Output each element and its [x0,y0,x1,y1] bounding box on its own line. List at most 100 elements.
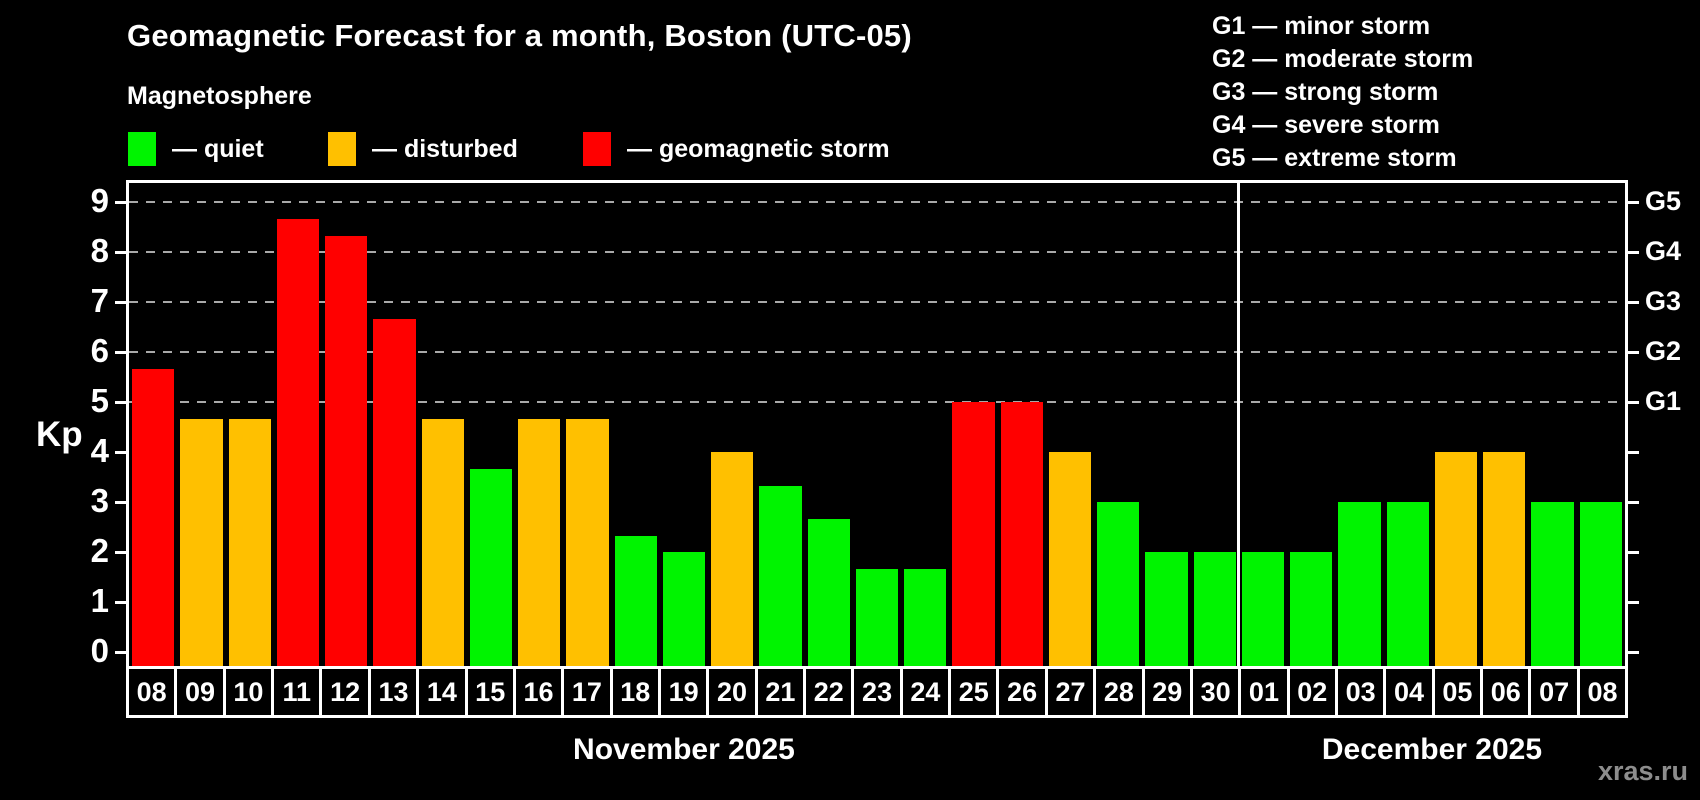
month-separator [1237,183,1241,666]
date-cell: 18 [613,669,661,715]
kp-bar [1145,552,1188,666]
y-tick-label: 4 [90,432,109,469]
date-cell: 12 [322,669,371,715]
gridline-kp7 [129,301,1625,303]
date-cell: 10 [226,669,275,715]
y-tick-label: 8 [90,232,109,269]
y-tick-left [115,450,129,454]
kp-bar [1290,552,1333,666]
y-tick-label: 7 [90,282,109,319]
date-cell: 22 [806,669,855,715]
y-tick-right [1625,500,1639,504]
date-cell: 09 [177,669,226,715]
date-cell: 24 [903,669,952,715]
kp-bar [1434,452,1478,666]
kp-bar [1386,502,1429,666]
kp-bar [132,368,175,666]
chart-title: Geomagnetic Forecast for a month, Boston… [127,18,912,53]
legend-item-quiet: — quiet [128,132,264,166]
kp-bar [566,418,609,666]
g-scale-legend-item-4: G4 — severe storm [1212,111,1440,139]
y-tick-label: 2 [90,532,109,569]
kp-bar [904,568,947,666]
kp-bar [1000,402,1043,666]
plot-frame [126,180,1628,666]
kp-bar [1579,502,1622,666]
date-cell: 07 [1531,669,1580,715]
y-tick-right [1625,600,1639,604]
date-cell: 23 [854,669,903,715]
legend-label-disturbed: — disturbed [372,134,518,163]
y-tick-right [1625,450,1639,454]
y-tick-left [115,500,129,504]
gridline-kp8 [129,251,1625,253]
month-label-0: November 2025 [573,733,795,766]
y-tick-right [1625,400,1639,404]
y-tick-left [115,650,129,654]
y-tick-label: 6 [90,332,109,369]
legend-item-disturbed: — disturbed [328,132,518,166]
date-cell: 21 [758,669,807,715]
kp-bar [1241,552,1285,666]
chart-subtitle: Magnetosphere [127,82,312,110]
y-tick-left [115,550,129,554]
kp-bar [421,418,464,666]
kp-bar [759,485,802,666]
g-level-label-g5: G5 [1645,186,1682,216]
date-cell: 30 [1193,669,1242,715]
watermark: xras.ru [1597,756,1688,786]
date-cell: 19 [661,669,710,715]
kp-bar [1483,452,1526,666]
kp-axis-label: Kp [36,414,83,454]
y-tick-left [115,600,129,604]
legend-swatch-storm [583,132,611,166]
date-cell: 25 [951,669,1000,715]
date-cell: 16 [516,669,565,715]
date-cell: 13 [371,669,420,715]
legend-label-quiet: — quiet [172,134,264,163]
kp-bar [855,568,899,666]
y-tick-right [1625,350,1639,354]
y-tick-right [1625,650,1639,654]
kp-bar [373,318,416,666]
date-cell: 03 [1338,669,1387,715]
y-tick-left [115,400,129,404]
y-tick-left [115,200,129,204]
kp-bar [518,418,561,666]
y-tick-right [1625,250,1639,254]
gridline-kp9 [129,201,1625,203]
kp-bar [469,468,513,666]
kp-bar [1048,452,1092,666]
legend-item-storm: — geomagnetic storm [583,132,890,166]
date-cell: 27 [1048,669,1097,715]
y-tick-right [1625,300,1639,304]
y-tick-label: 3 [90,482,109,519]
date-cell: 05 [1435,669,1484,715]
kp-bar [614,535,657,666]
kp-bar [1338,502,1381,666]
kp-bar [276,218,320,666]
date-cell: 17 [564,669,613,715]
date-cell: 26 [999,669,1048,715]
date-cell: 15 [468,669,516,715]
g-scale-legend-item-2: G2 — moderate storm [1212,45,1474,73]
kp-bar [1097,502,1140,666]
date-cell: 28 [1096,669,1145,715]
y-tick-right [1625,550,1639,554]
legend-label-storm: — geomagnetic storm [627,134,890,163]
y-tick-left [115,250,129,254]
y-tick-right [1625,200,1639,204]
g-scale-legend-item-5: G5 — extreme storm [1212,144,1457,172]
month-label-1: December 2025 [1321,733,1543,766]
date-axis: 08 09 10 11 12 13 14 15 16 17 18 19 20 21 22 23 24 25 26 27… [126,666,1628,718]
gridline-kp6 [129,351,1625,353]
date-cell: 08 [129,669,178,715]
date-cell: 11 [274,669,323,715]
legend-swatch-disturbed [328,132,356,166]
g-scale-legend-item-3: G3 — strong storm [1212,78,1439,106]
y-tick-label: 1 [90,582,109,619]
g-level-label-g1: G1 [1645,386,1682,416]
date-cell: 20 [709,669,758,715]
y-tick-left [115,300,129,304]
